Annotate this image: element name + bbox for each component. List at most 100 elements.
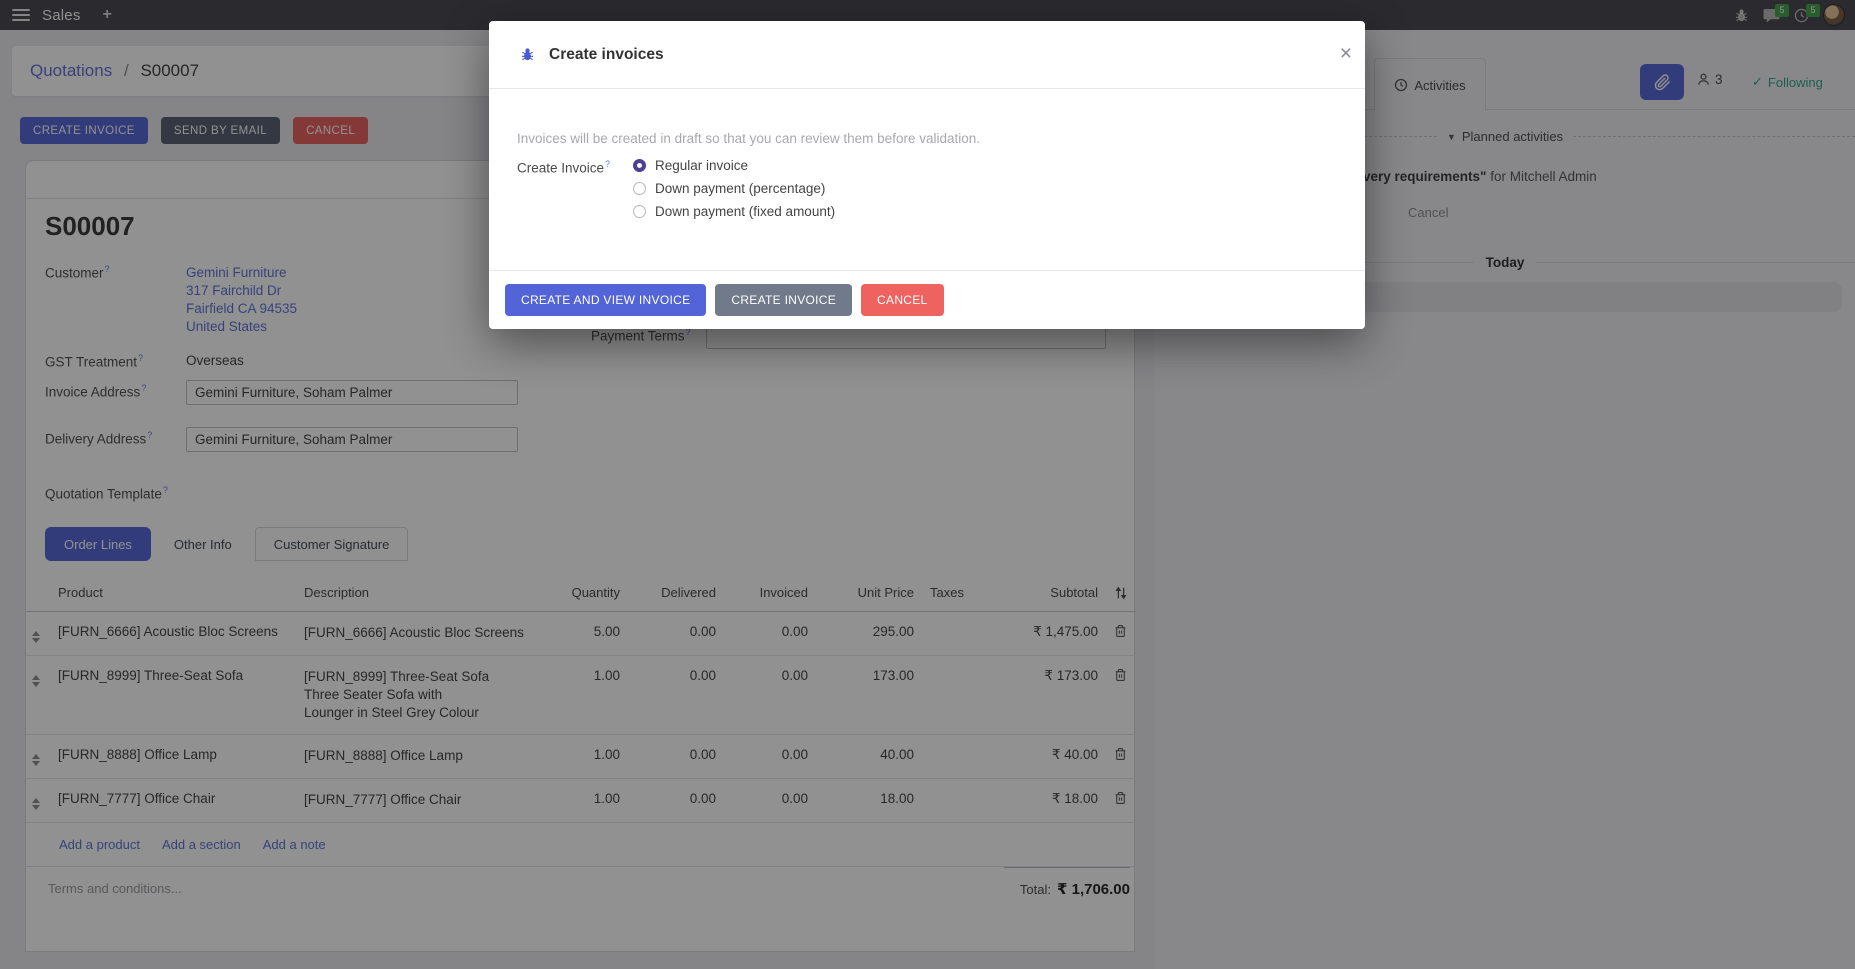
drag-cell xyxy=(26,655,50,735)
user-avatar[interactable] xyxy=(1823,4,1845,26)
app-menu-sales[interactable]: Sales xyxy=(42,6,81,24)
drag-cell xyxy=(26,734,50,779)
drag-handle-icon[interactable] xyxy=(32,795,40,810)
close-icon[interactable]: × xyxy=(1339,42,1352,65)
order-total: Total: ₹ 1,706.00 xyxy=(1004,867,1130,898)
create-and-view-invoice-button[interactable]: CREATE AND VIEW INVOICE xyxy=(505,284,707,316)
tab-order-lines[interactable]: Order Lines xyxy=(45,527,151,561)
quotation-template-label: Quotation Template? xyxy=(45,484,168,502)
payment-terms-label: Payment Terms? xyxy=(591,327,691,344)
chatter-toolbar: Activities 3 ✓ Following xyxy=(1155,55,1855,111)
cell-invoiced: 0.00 xyxy=(724,734,816,779)
planned-activity-item: very requirements" for Mitchell Admin xyxy=(1363,169,1597,184)
col-description[interactable]: Description xyxy=(296,573,542,612)
activities-menu[interactable]: 5 xyxy=(1794,3,1820,23)
modal-intro-text: Invoices will be created in draft so tha… xyxy=(517,131,980,146)
add-a-note-link[interactable]: Add a note xyxy=(262,837,326,852)
radio-down-payment-percentage[interactable]: Down payment (percentage) xyxy=(633,181,835,196)
terms-and-conditions-input[interactable] xyxy=(48,881,648,896)
activity-summary-fragment: very requirements" xyxy=(1363,169,1487,184)
order-reference-title: S00007 xyxy=(45,211,135,241)
send-by-email-button[interactable]: SEND BY EMAIL xyxy=(160,117,281,144)
delivery-address-row: Delivery Address? xyxy=(45,426,565,452)
trash-icon[interactable] xyxy=(1114,668,1128,682)
notebook-tabs: Order Lines Other Info Customer Signatur… xyxy=(45,527,1134,561)
activity-cancel-link[interactable]: Cancel xyxy=(1408,205,1449,220)
delete-line-cell xyxy=(1106,734,1136,779)
col-invoiced[interactable]: Invoiced xyxy=(724,573,816,612)
following-button[interactable]: ✓ Following xyxy=(1752,74,1823,90)
cell-delivered: 0.00 xyxy=(628,611,724,656)
radio-regular-invoice[interactable]: Regular invoice xyxy=(633,158,835,173)
create-invoice-button[interactable]: CREATE INVOICE xyxy=(20,117,148,144)
cancel-order-button[interactable]: CANCEL xyxy=(293,117,369,144)
tab-other-info[interactable]: Other Info xyxy=(173,536,232,552)
drag-cell xyxy=(26,778,50,823)
cell-description: [FURN_8999] Three-Seat Sofa Three Seater… xyxy=(296,655,542,735)
notebook: Order Lines Other Info Customer Signatur… xyxy=(26,527,1136,917)
cell-product: [FURN_8888] Office Lamp xyxy=(50,734,296,779)
radio-button-icon[interactable] xyxy=(633,159,646,172)
customer-city-link[interactable]: Fairfield CA 94535 xyxy=(186,301,298,316)
customer-street-link[interactable]: 317 Fairchild Dr xyxy=(186,283,282,298)
customer-country-link[interactable]: United States xyxy=(186,319,268,334)
delivery-address-input[interactable] xyxy=(186,426,518,452)
create-invoices-modal: Create invoices × Invoices will be creat… xyxy=(489,21,1365,329)
create-invoice-field: Create Invoice? Regular invoice Down pay… xyxy=(517,158,1365,219)
new-tab-button[interactable]: + xyxy=(102,6,112,23)
radio-button-icon[interactable] xyxy=(633,205,646,218)
radio-down-payment-fixed[interactable]: Down payment (fixed amount) xyxy=(633,204,835,219)
cell-description: [FURN_8888] Office Lamp xyxy=(296,734,542,779)
drag-handle-icon[interactable] xyxy=(32,672,40,687)
col-delivered[interactable]: Delivered xyxy=(628,573,724,612)
order-line-row[interactable]: [FURN_8888] Office Lamp [FURN_8888] Offi… xyxy=(26,734,1136,779)
add-a-section-link[interactable]: Add a section xyxy=(161,837,241,852)
radio-button-icon[interactable] xyxy=(633,182,646,195)
help-marker: ? xyxy=(138,353,144,363)
modal-footer: CREATE AND VIEW INVOICE CREATE INVOICE C… xyxy=(489,270,1365,329)
cell-taxes xyxy=(922,611,988,656)
col-quantity[interactable]: Quantity xyxy=(542,573,628,612)
order-line-row[interactable]: [FURN_7777] Office Chair [FURN_7777] Off… xyxy=(26,778,1136,823)
customer-name-link[interactable]: Gemini Furniture xyxy=(186,265,287,280)
line-add-links: Add a product Add a section Add a note xyxy=(59,837,1134,852)
optional-columns-icon[interactable] xyxy=(1114,586,1128,600)
modal-header: Create invoices × xyxy=(489,21,1365,89)
tab-customer-signature[interactable]: Customer Signature xyxy=(254,527,409,561)
trash-icon[interactable] xyxy=(1114,791,1128,805)
debug-bug-icon[interactable] xyxy=(1734,8,1749,23)
breadcrumb-current: S00007 xyxy=(140,61,200,80)
bug-icon xyxy=(520,47,535,62)
attach-files-button[interactable] xyxy=(1640,64,1684,100)
messages-menu[interactable]: 5 xyxy=(1763,3,1789,23)
trash-icon[interactable] xyxy=(1114,624,1128,638)
add-a-product-link[interactable]: Add a product xyxy=(59,837,140,852)
today-label: Today xyxy=(1485,255,1525,270)
drag-handle-icon[interactable] xyxy=(32,628,40,643)
col-unit-price[interactable]: Unit Price xyxy=(816,573,922,612)
followers-button[interactable]: 3 xyxy=(1696,72,1723,87)
col-product[interactable]: Product xyxy=(50,573,296,612)
breadcrumb-separator: / xyxy=(123,61,129,80)
drag-column-header xyxy=(26,573,50,612)
modal-title: Create invoices xyxy=(549,45,664,63)
modal-create-invoice-button[interactable]: CREATE INVOICE xyxy=(715,284,853,316)
cell-delivered: 0.00 xyxy=(628,778,724,823)
trash-icon[interactable] xyxy=(1114,747,1128,761)
delete-line-cell xyxy=(1106,611,1136,656)
cell-quantity: 1.00 xyxy=(542,655,628,735)
drag-handle-icon[interactable] xyxy=(32,751,40,766)
activity-assignee: for Mitchell Admin xyxy=(1486,169,1597,184)
col-taxes[interactable]: Taxes xyxy=(922,573,988,612)
order-line-row[interactable]: [FURN_8999] Three-Seat Sofa [FURN_8999] … xyxy=(26,655,1136,735)
caret-down-icon[interactable]: ▼ xyxy=(1446,131,1456,142)
table-header-row: Product Description Quantity Delivered I… xyxy=(26,573,1136,612)
breadcrumb-quotations-link[interactable]: Quotations xyxy=(30,61,113,80)
modal-cancel-button[interactable]: CANCEL xyxy=(861,284,944,316)
invoice-address-input[interactable] xyxy=(186,379,518,405)
hamburger-menu-icon[interactable] xyxy=(12,9,30,21)
col-subtotal[interactable]: Subtotal xyxy=(988,573,1106,612)
order-line-row[interactable]: [FURN_6666] Acoustic Bloc Screens [FURN_… xyxy=(26,611,1136,656)
optional-columns-header xyxy=(1106,573,1136,612)
schedule-activity-button[interactable]: Activities xyxy=(1374,58,1486,111)
